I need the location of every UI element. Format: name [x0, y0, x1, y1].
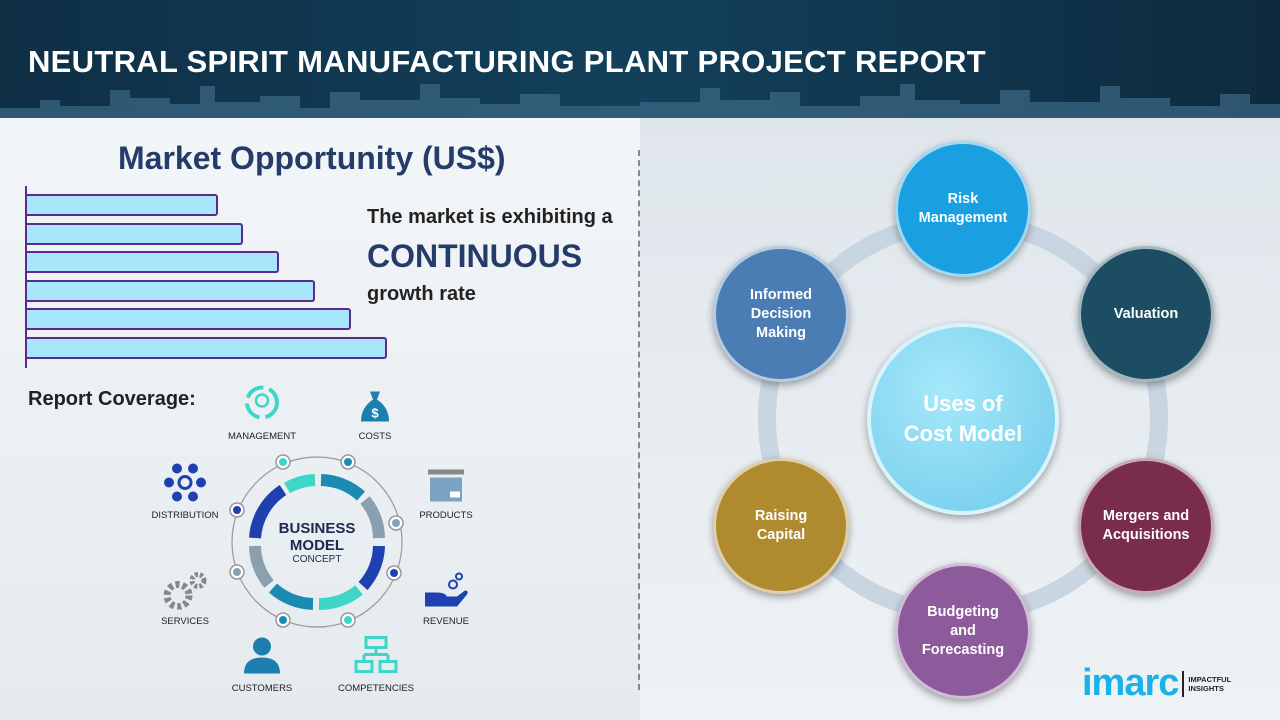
center-line-3: CONCEPT: [292, 554, 342, 565]
coverage-label: CUSTOMERS: [231, 683, 293, 694]
business-model-wheel: [229, 454, 404, 628]
divider: [638, 150, 640, 690]
logo-tag-2: INSIGHTS: [1188, 683, 1224, 693]
city-skyline: [0, 84, 1280, 118]
coverage-title: Report Coverage:: [28, 388, 196, 410]
center-line-2: MODEL: [289, 537, 345, 554]
org-chart-icon: [354, 636, 398, 681]
center-line-1: Uses of: [923, 391, 1003, 416]
market-bar: [27, 279, 315, 302]
cost-model-item: Valuation: [1078, 246, 1214, 382]
cost-model-center: Uses of Cost Model: [867, 323, 1059, 515]
cost-model-item: Raising Capital: [713, 458, 849, 594]
coverage-label: REVENUE: [423, 616, 469, 627]
coverage-label: PRODUCTS: [419, 510, 473, 521]
market-text-2: CONTINUOUS: [367, 238, 583, 274]
market-text-1: The market is exhibiting a: [367, 206, 613, 228]
page-title: NEUTRAL SPIRIT MANUFACTURING PLANT PROJE…: [28, 44, 986, 79]
cost-model-label: Budgeting and Forecasting: [921, 603, 1005, 658]
coverage-label: MANAGEMENT: [227, 431, 297, 442]
header-banner: NEUTRAL SPIRIT MANUFACTURING PLANT PROJE…: [0, 0, 1280, 118]
cost-model-label: Raising Capital: [754, 508, 808, 543]
left-panel: [0, 118, 640, 720]
imarc-logo: imarc IMPACTFUL INSIGHTS: [1082, 662, 1231, 705]
market-bar: [27, 308, 351, 330]
market-bar: [27, 251, 279, 273]
coverage-label: COSTS: [358, 431, 392, 442]
gears-icon: [162, 570, 208, 615]
market-title: Market Opportunity (US$): [118, 140, 506, 176]
logo-brand: imarc: [1082, 662, 1179, 704]
coverage-label: SERVICES: [161, 616, 209, 627]
cost-model-label: Informed Decision Making: [749, 286, 813, 341]
market-bar: [27, 336, 387, 359]
box-icon: [426, 468, 466, 509]
market-bar: [27, 194, 218, 216]
cost-model-item: Risk Management: [895, 141, 1031, 277]
logo-tag-1: IMPACTFUL: [1188, 674, 1232, 684]
cost-model-label: Mergers and Acquisitions: [1102, 508, 1190, 543]
hand-coins-icon: [423, 572, 469, 616]
coverage-label: DISTRIBUTION: [151, 510, 219, 521]
network-icon: [163, 463, 207, 508]
svg-text:$: $: [371, 406, 379, 421]
center-line-1: BUSINESS: [278, 520, 356, 537]
user-icon: [242, 636, 282, 681]
cost-model-item: Mergers and Acquisitions: [1078, 458, 1214, 594]
center-line-2: Cost Model: [903, 421, 1023, 446]
cost-model-item: Informed Decision Making: [713, 246, 849, 382]
bar-axis: [25, 186, 27, 368]
cost-model-item: Budgeting and Forecasting: [895, 563, 1031, 699]
coverage-label: COMPETENCIES: [337, 683, 415, 694]
cost-model-label: Risk Management: [918, 191, 1008, 226]
money-bag-icon: $: [357, 388, 393, 433]
business-model-center: BUSINESS MODEL CONCEPT: [279, 520, 356, 566]
cost-model-label: Valuation: [1113, 305, 1179, 322]
market-bar: [27, 222, 243, 245]
market-text-3: growth rate: [367, 283, 476, 305]
lightbulb-cycle-icon: [242, 383, 282, 428]
